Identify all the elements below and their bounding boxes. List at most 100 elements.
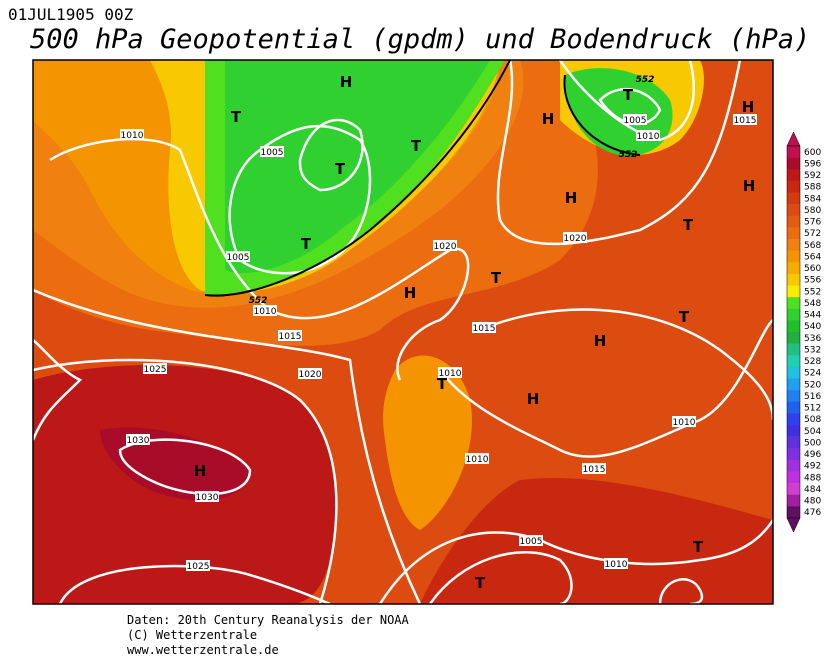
- pressure-label: 1030: [127, 436, 150, 446]
- colorbar-swatch: [787, 494, 800, 507]
- pressure-label: 1010: [466, 455, 489, 465]
- colorbar-label: 532: [804, 345, 821, 355]
- colorbar-swatch: [787, 390, 800, 403]
- pressure-center: H: [527, 390, 540, 408]
- colorbar-label: 496: [804, 450, 821, 460]
- colorbar-swatch: [787, 448, 800, 461]
- colorbar-label: 484: [804, 485, 821, 495]
- pressure-label: 1005: [261, 148, 284, 158]
- colorbar-label: 480: [804, 497, 821, 507]
- colorbar-swatch: [787, 459, 800, 472]
- pressure-label: 1005: [624, 116, 647, 126]
- pressure-center: T: [335, 160, 346, 178]
- map-frame: [32, 59, 774, 605]
- geopotential-label: 552: [619, 150, 638, 160]
- pressure-center: T: [683, 216, 694, 234]
- colorbar-label: 560: [804, 264, 821, 274]
- colorbar-label: 544: [804, 311, 821, 321]
- pressure-label: 1010: [673, 418, 696, 428]
- colorbar-swatch: [787, 378, 800, 391]
- colorbar-swatch: [787, 413, 800, 426]
- pressure-label: 1015: [583, 465, 606, 475]
- label-bg: [636, 130, 660, 141]
- colorbar-swatch: [787, 332, 800, 344]
- pressure-label: 1020: [299, 370, 322, 380]
- label-bg: [195, 491, 219, 502]
- label-bg: [733, 114, 757, 125]
- pressure-center: T: [491, 269, 502, 287]
- colorbar-label: 596: [804, 159, 821, 169]
- colorbar-swatch: [787, 250, 800, 263]
- label-bg: [472, 322, 496, 333]
- map: [33, 60, 773, 604]
- colorbar-label: 520: [804, 380, 821, 390]
- colorbar-label: 588: [804, 183, 821, 193]
- colorbar-swatch: [787, 471, 800, 484]
- pressure-center: H: [742, 98, 755, 116]
- colorbar-label: 572: [804, 229, 821, 239]
- colorbar-swatch: [787, 215, 800, 228]
- label-bg: [582, 463, 606, 474]
- geopotential-label: 552: [249, 296, 268, 306]
- colorbar-label: 504: [804, 427, 821, 437]
- pressure-label: 1005: [227, 253, 250, 263]
- label-bg: [186, 560, 210, 571]
- pressure-center: H: [743, 177, 756, 195]
- label-bg: [260, 146, 284, 157]
- colorbar-swatch: [787, 401, 800, 414]
- colorbar-label: 592: [804, 171, 821, 181]
- colorbar-label: 508: [804, 415, 821, 425]
- pressure-center: T: [623, 86, 634, 104]
- label-bg: [519, 535, 543, 546]
- label-bg: [604, 558, 628, 569]
- pressure-label: 1005: [520, 537, 543, 547]
- pressure-label: 1010: [254, 307, 277, 317]
- label-bg: [563, 232, 587, 243]
- label-bg: [120, 129, 144, 140]
- colorbar-swatch: [787, 343, 800, 356]
- pressure-label: 1010: [439, 369, 462, 379]
- colorbar-swatch: [787, 366, 800, 379]
- label-bg: [126, 434, 150, 445]
- colorbar-swatch: [787, 355, 800, 368]
- pressure-label: 1025: [144, 365, 167, 375]
- pressure-label: 1015: [473, 324, 496, 334]
- pressure-center: T: [693, 538, 704, 556]
- colorbar-label: 536: [804, 334, 821, 344]
- label-bg: [623, 114, 647, 125]
- pressure-center: T: [437, 375, 448, 393]
- footer-line: Daten: 20th Century Reanalysis der NOAA: [127, 613, 410, 627]
- colorbar-label: 500: [804, 438, 821, 448]
- colorbar-label: 548: [804, 299, 821, 309]
- colorbar-arrow: [786, 131, 801, 147]
- pressure-center: H: [194, 462, 207, 480]
- colorbar-label: 528: [804, 357, 821, 367]
- pressure-center: T: [301, 235, 312, 253]
- colorbar-label: 476: [804, 508, 821, 518]
- pressure-label: 1025: [187, 562, 210, 572]
- pressure-label: 1010: [637, 132, 660, 142]
- colorbar-swatch: [787, 262, 800, 275]
- pressure-label: 1010: [121, 131, 144, 141]
- colorbar-swatch: [787, 204, 800, 217]
- label-bg: [672, 416, 696, 427]
- pressure-center: T: [679, 308, 690, 326]
- colorbar-swatch: [787, 506, 800, 519]
- label-bg: [298, 368, 322, 379]
- colorbar-label: 600: [804, 148, 821, 158]
- colorbar-swatch: [787, 425, 800, 437]
- colorbar-frame: [786, 145, 801, 519]
- colorbar-label: 552: [804, 287, 821, 297]
- title: 500 hPa Geopotential (gpdm) und Bodendru…: [30, 24, 810, 55]
- colorbar-label: 564: [804, 252, 821, 262]
- footer-line: www.wetterzentrale.de: [127, 643, 279, 657]
- colorbar-swatch: [787, 285, 800, 298]
- colorbar-label: 516: [804, 392, 821, 402]
- footer-line: (C) Wetterzentrale: [127, 628, 257, 642]
- label-bg: [465, 453, 489, 464]
- colorbar-swatch: [787, 180, 800, 193]
- label-bg: [433, 240, 457, 251]
- colorbar-label: 576: [804, 218, 821, 228]
- label-bg: [438, 367, 462, 378]
